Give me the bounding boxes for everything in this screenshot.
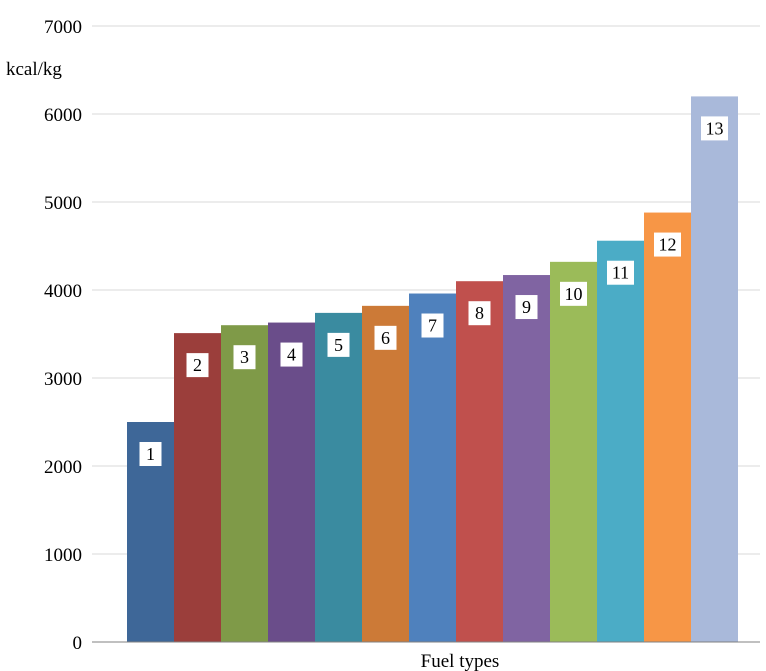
bar-label-text: 4 — [287, 345, 296, 365]
bar-label-box — [280, 342, 303, 367]
bar-label-box — [607, 260, 634, 285]
bar-label-text: 7 — [428, 316, 437, 336]
bar-label-box — [421, 313, 444, 338]
bar-label-box — [186, 353, 209, 378]
bar — [503, 275, 550, 642]
bar-label-text: 3 — [240, 347, 249, 367]
bar-label-box — [701, 116, 728, 141]
bars — [127, 96, 738, 642]
y-tick-label: 6000 — [44, 105, 82, 126]
bar-label-box — [139, 442, 162, 466]
bar-label: 1 — [139, 442, 162, 466]
y-tick-label: 4000 — [44, 281, 82, 302]
bar-label: 4 — [280, 342, 303, 367]
bar-label: 10 — [560, 281, 587, 306]
bar-label-text: 8 — [475, 303, 484, 323]
bar-label-text: 11 — [612, 263, 629, 283]
bar — [409, 293, 456, 642]
bar-label-text: 12 — [659, 235, 677, 255]
bar-label: 3 — [233, 345, 256, 370]
y-axis-label: kcal/kg — [6, 59, 62, 80]
bar — [456, 281, 503, 642]
bar-label-box — [374, 325, 397, 350]
bar-label: 12 — [654, 232, 681, 257]
bar-label: 2 — [186, 353, 209, 378]
y-tick-label: 5000 — [44, 193, 82, 214]
bar-label: 7 — [421, 313, 444, 338]
bar — [268, 322, 315, 642]
bar — [221, 325, 268, 642]
bar — [315, 312, 362, 642]
bar-label: 6 — [374, 325, 397, 350]
bar-label-text: 13 — [706, 118, 724, 138]
bar-label: 8 — [468, 301, 491, 326]
bar-label-text: 1 — [146, 444, 155, 464]
bar — [691, 96, 738, 642]
y-tick-label: 3000 — [44, 369, 82, 390]
bar — [644, 212, 691, 642]
bar-label: 11 — [607, 260, 634, 285]
y-tick-label: 0 — [73, 633, 83, 654]
bar-label-text: 6 — [381, 328, 390, 348]
y-tick-labels: 0 1000 2000 3000 4000 5000 6000 7000 — [44, 17, 82, 654]
bar-label-box — [560, 281, 587, 306]
x-axis-label: Fuel types — [421, 651, 500, 671]
bar-label-text: 5 — [334, 335, 343, 355]
bar-label-text: 10 — [565, 284, 583, 304]
bar-label-box — [515, 295, 538, 320]
bar-label-text: 2 — [193, 355, 202, 375]
bar-label: 5 — [327, 332, 350, 357]
bar — [597, 240, 644, 642]
bar-label-text: 9 — [522, 297, 531, 317]
y-tick-label: 2000 — [44, 457, 82, 478]
bar — [550, 261, 597, 642]
bar-label: 13 — [701, 116, 728, 141]
bar — [174, 333, 221, 642]
bar-label-box — [468, 301, 491, 326]
bar-label-box — [327, 332, 350, 357]
bar-label-box — [233, 345, 256, 370]
bar-label: 9 — [515, 295, 538, 320]
y-tick-label: 1000 — [44, 545, 82, 566]
bar — [362, 305, 409, 642]
bar-label-box — [654, 232, 681, 257]
y-tick-label: 7000 — [44, 17, 82, 38]
